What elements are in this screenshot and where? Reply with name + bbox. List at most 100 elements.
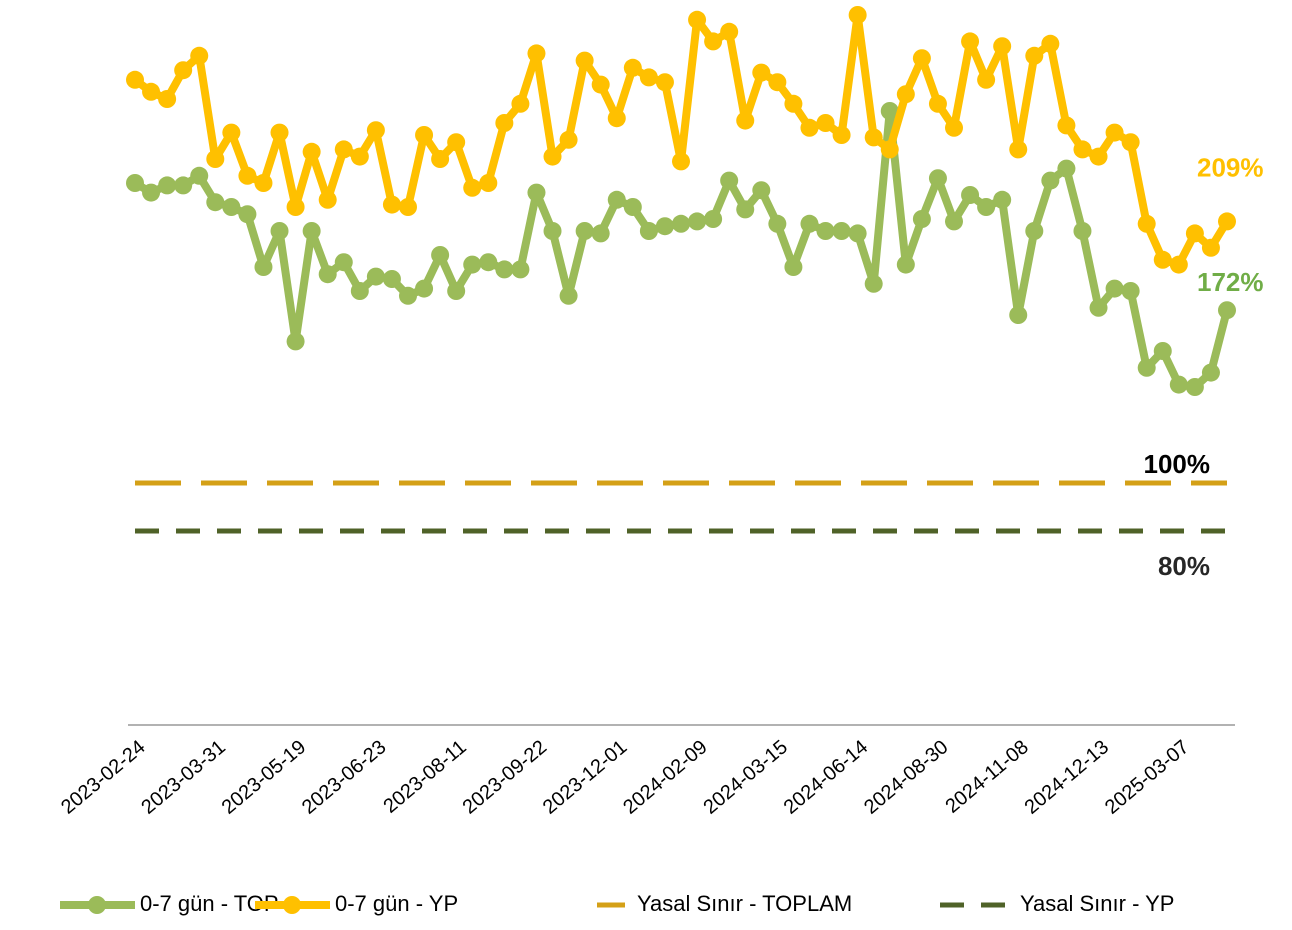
- point: [704, 210, 723, 228]
- x-tick-label: 2023-06-23: [298, 736, 391, 819]
- point: [1185, 224, 1204, 243]
- point: [559, 286, 578, 305]
- point: [158, 176, 177, 195]
- point: [222, 198, 241, 216]
- point: [848, 6, 867, 24]
- point: [1089, 147, 1108, 166]
- point: [286, 198, 305, 216]
- point: [511, 260, 530, 279]
- point: [463, 178, 482, 197]
- point: [816, 222, 835, 240]
- point: [334, 140, 353, 159]
- point: [591, 75, 610, 94]
- x-tick-label: 2023-09-22: [459, 736, 552, 819]
- point: [334, 253, 353, 272]
- point: [961, 32, 980, 51]
- point: [1201, 238, 1220, 257]
- point: [639, 222, 658, 240]
- point: [1025, 46, 1044, 65]
- point: [928, 169, 947, 188]
- x-tick-label: 2025-03-07: [1101, 736, 1194, 819]
- point: [174, 176, 193, 195]
- point: [752, 181, 771, 200]
- point: [591, 224, 610, 243]
- point: [190, 46, 209, 65]
- point: [350, 147, 369, 166]
- x-tick-label: 2024-06-14: [780, 736, 873, 819]
- point: [672, 152, 690, 171]
- point: [318, 190, 337, 209]
- point: [1153, 250, 1172, 269]
- point: [784, 258, 803, 276]
- point: [688, 212, 707, 231]
- point: [447, 133, 466, 152]
- point: [832, 222, 851, 240]
- point: [543, 147, 562, 166]
- point: [945, 212, 963, 231]
- point: [896, 85, 915, 104]
- point: [1121, 282, 1140, 300]
- x-tick-label: 2024-11-08: [941, 736, 1032, 818]
- point: [206, 150, 225, 168]
- x-tick-label: 2023-05-19: [218, 736, 311, 819]
- point: [880, 102, 899, 120]
- point: [399, 286, 417, 305]
- point: [1169, 375, 1188, 394]
- point: [270, 123, 289, 142]
- point: [431, 150, 450, 168]
- point: [447, 282, 466, 300]
- point: [1218, 212, 1236, 231]
- point: [350, 282, 369, 300]
- point: [607, 109, 626, 128]
- point: [543, 222, 562, 240]
- point: [1121, 133, 1140, 152]
- point: [1105, 279, 1124, 298]
- point: [1073, 140, 1092, 159]
- point: [993, 190, 1012, 209]
- point: [270, 222, 289, 240]
- point: [142, 82, 161, 101]
- point: [784, 94, 803, 113]
- point: [495, 114, 514, 132]
- point: [672, 214, 690, 233]
- x-tick-label: 2023-02-24: [57, 736, 150, 819]
- point: [142, 183, 161, 202]
- point: [945, 118, 963, 137]
- point: [1201, 363, 1220, 382]
- value-label: 209%: [1197, 152, 1264, 182]
- legend-label: Yasal Sınır - TOPLAM: [637, 891, 852, 916]
- legend-swatch: [88, 896, 106, 914]
- point: [993, 37, 1012, 56]
- point: [1057, 116, 1076, 135]
- point: [768, 73, 787, 92]
- point: [961, 186, 980, 204]
- point: [559, 130, 578, 149]
- point: [415, 126, 434, 144]
- point: [126, 70, 144, 89]
- point: [190, 166, 209, 185]
- point: [463, 255, 482, 274]
- point: [1025, 222, 1044, 240]
- legend-label: 0-7 gün - YP: [335, 891, 458, 916]
- point: [206, 193, 225, 212]
- point: [1057, 159, 1076, 178]
- point: [912, 210, 931, 228]
- point: [639, 68, 658, 87]
- point: [366, 121, 385, 140]
- point: [720, 171, 739, 190]
- point: [1218, 301, 1236, 320]
- point: [158, 90, 177, 108]
- point: [864, 128, 883, 147]
- value-label: 172%: [1197, 267, 1264, 297]
- point: [800, 118, 819, 137]
- reference-label: 80%: [1158, 551, 1210, 581]
- point: [912, 49, 931, 68]
- x-tick-label: 2023-08-11: [379, 736, 470, 818]
- point: [575, 51, 594, 70]
- point: [399, 198, 417, 216]
- x-tick-label: 2024-02-09: [619, 736, 712, 819]
- point: [977, 70, 996, 89]
- x-tick-label: 2023-12-01: [539, 736, 632, 819]
- point: [366, 267, 385, 286]
